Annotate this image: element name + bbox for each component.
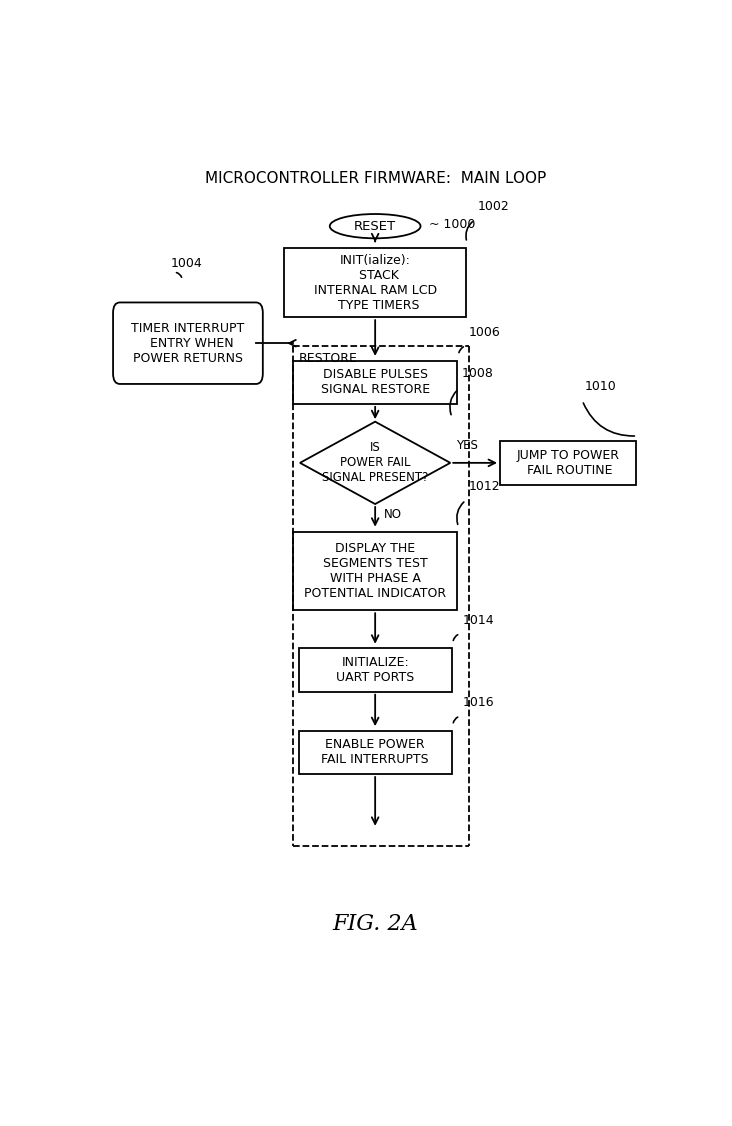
Text: DISABLE PULSES
SIGNAL RESTORE: DISABLE PULSES SIGNAL RESTORE <box>321 368 430 396</box>
Ellipse shape <box>329 214 420 239</box>
FancyBboxPatch shape <box>500 441 636 484</box>
Text: FIG. 2A: FIG. 2A <box>332 913 418 935</box>
FancyBboxPatch shape <box>284 248 466 318</box>
Text: ~ 1000: ~ 1000 <box>429 218 475 231</box>
Text: NO: NO <box>384 508 402 521</box>
Text: 1002: 1002 <box>477 200 509 213</box>
Text: JUMP TO POWER
 FAIL ROUTINE: JUMP TO POWER FAIL ROUTINE <box>517 449 619 476</box>
FancyBboxPatch shape <box>299 649 452 691</box>
Text: 1014: 1014 <box>463 614 495 627</box>
Text: MICROCONTROLLER FIRMWARE:  MAIN LOOP: MICROCONTROLLER FIRMWARE: MAIN LOOP <box>204 171 546 186</box>
Text: IS
POWER FAIL
SIGNAL PRESENT?: IS POWER FAIL SIGNAL PRESENT? <box>322 441 428 484</box>
Text: DISPLAY THE
SEGMENTS TEST
WITH PHASE A
POTENTIAL INDICATOR: DISPLAY THE SEGMENTS TEST WITH PHASE A P… <box>304 543 447 600</box>
Text: 1012: 1012 <box>468 480 501 493</box>
FancyBboxPatch shape <box>113 303 263 384</box>
Text: RESTORE: RESTORE <box>299 351 357 365</box>
Text: RESET: RESET <box>354 220 396 233</box>
Text: 1006: 1006 <box>468 325 501 339</box>
Text: 1010: 1010 <box>585 381 617 393</box>
FancyBboxPatch shape <box>293 360 458 404</box>
Text: TIMER INTERRUPT
  ENTRY WHEN
POWER RETURNS: TIMER INTERRUPT ENTRY WHEN POWER RETURNS <box>131 322 244 365</box>
Polygon shape <box>300 421 450 504</box>
Text: 1016: 1016 <box>463 696 495 709</box>
FancyBboxPatch shape <box>293 533 458 610</box>
Text: INIT(ialize):
  STACK
INTERNAL RAM LCD
  TYPE TIMERS: INIT(ialize): STACK INTERNAL RAM LCD TYP… <box>313 253 437 312</box>
Text: 1008: 1008 <box>462 367 493 381</box>
Text: YES: YES <box>456 439 478 452</box>
FancyBboxPatch shape <box>299 731 452 774</box>
Text: INITIALIZE:
UART PORTS: INITIALIZE: UART PORTS <box>336 656 414 685</box>
Text: ENABLE POWER
FAIL INTERRUPTS: ENABLE POWER FAIL INTERRUPTS <box>321 739 429 767</box>
Text: 1004: 1004 <box>171 257 203 269</box>
